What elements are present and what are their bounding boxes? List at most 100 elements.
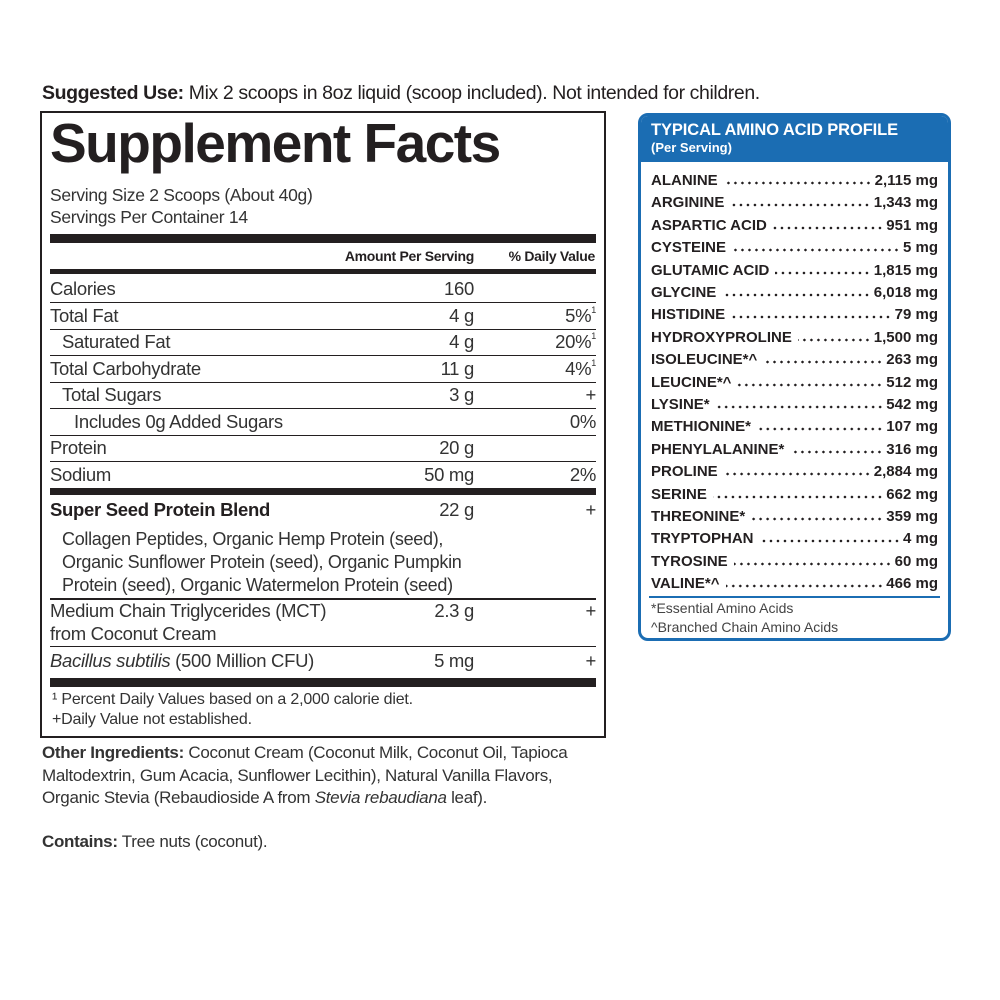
amino-value: 263 mg	[886, 351, 938, 369]
amino-value: 1,500 mg	[873, 328, 938, 346]
footnote: +Daily Value not established.	[52, 711, 252, 728]
amino-value: 6,018 mg	[873, 284, 938, 301]
divider	[50, 598, 596, 600]
divider-thick	[50, 234, 596, 243]
nutrient-name: Saturated Fat	[62, 331, 171, 352]
amino-value: 107 mg	[886, 418, 938, 436]
bacillus-name: Bacillus subtilis	[50, 650, 171, 671]
amino-value: 1,343 mg	[873, 194, 938, 212]
nutrient-row: Total Carbohydrate 11 g 4%1	[50, 356, 596, 383]
amino-row: METHIONINE* 107 mg	[651, 413, 938, 435]
dot-leader	[751, 517, 884, 521]
nutrient-name: Calories	[50, 278, 116, 299]
blend-row: Super Seed Protein Blend 22 g +	[50, 499, 596, 520]
amino-value: 542 mg	[886, 396, 938, 413]
dot-leader	[715, 405, 884, 409]
amino-name: GLYCINE	[651, 284, 717, 301]
amino-footnote: *Essential Amino Acids	[651, 600, 794, 616]
dot-leader	[797, 337, 871, 342]
amino-row: ALANINE 2,115 mg	[651, 167, 938, 189]
dot-leader	[730, 203, 871, 208]
amino-subtitle: (Per Serving)	[651, 140, 732, 155]
amino-row: VALINE*^ 466 mg	[651, 570, 938, 592]
dot-leader	[723, 472, 871, 477]
dot-leader	[732, 248, 900, 253]
dot-leader	[733, 561, 892, 566]
amino-name: HYDROXYPROLINE	[651, 328, 792, 346]
amino-value: 359 mg	[886, 508, 938, 525]
amino-value: 79 mg	[894, 306, 938, 324]
amino-row: LYSINE* 542 mg	[651, 391, 938, 413]
dot-leader	[722, 293, 871, 297]
suggested-use-text: Mix 2 scoops in 8oz liquid (scoop includ…	[183, 82, 760, 104]
dot-leader	[737, 382, 884, 387]
nutrient-dv: 5%1	[565, 304, 596, 326]
dot-leader	[772, 225, 884, 230]
bacillus-row: Bacillus subtilis (500 Million CFU) 5 mg…	[50, 650, 596, 671]
dot-leader	[759, 539, 900, 544]
amino-name: THREONINE*	[651, 508, 746, 525]
mct-name-1: Medium Chain Triglycerides (MCT)	[50, 600, 327, 621]
amino-row: ASPARTIC ACID 951 mg	[651, 212, 938, 234]
daily-value-header: % Daily Value	[508, 248, 596, 264]
nutrient-name: Total Fat	[50, 304, 119, 326]
amino-name: LEUCINE*^	[651, 373, 732, 391]
nutrient-dv: +	[585, 384, 596, 405]
nutrient-row: Includes 0g Added Sugars 0%	[50, 409, 596, 436]
amino-value: 316 mg	[886, 440, 938, 458]
nutrient-amount: 11 g	[440, 357, 475, 379]
mct-row: 2.3 g +	[50, 600, 596, 647]
footnote: ¹ Percent Daily Values based on a 2,000 …	[52, 691, 413, 708]
amino-header: TYPICAL AMINO ACID PROFILE (Per Serving)	[641, 116, 948, 162]
amino-name: TYROSINE	[651, 552, 728, 570]
divider-medium	[50, 269, 596, 274]
amino-value: 662 mg	[886, 485, 938, 503]
amino-value: 466 mg	[886, 575, 938, 593]
suggested-use: Suggested Use: Mix 2 scoops in 8oz liqui…	[42, 82, 760, 105]
nutrient-name: Sodium	[50, 463, 111, 485]
amino-row: LEUCINE*^ 512 mg	[651, 369, 938, 391]
divider	[649, 596, 940, 598]
amino-acid-profile-panel: TYPICAL AMINO ACID PROFILE (Per Serving)…	[638, 113, 951, 641]
amino-name: ISOLEUCINE*^	[651, 351, 758, 369]
nutrient-name: Protein	[50, 437, 107, 458]
amino-title: TYPICAL AMINO ACID PROFILE	[651, 121, 899, 139]
nutrient-amount: 3 g	[449, 384, 474, 405]
amino-name: SERINE	[651, 485, 707, 503]
nutrient-amount: 160	[444, 278, 474, 299]
amino-name: PHENYLALANINE*	[651, 440, 785, 458]
nutrient-amount: 4 g	[449, 304, 474, 326]
amino-value: 5 mg	[902, 239, 938, 257]
dot-leader	[731, 315, 892, 320]
panel-title: Supplement Facts	[50, 112, 501, 174]
amino-name: ALANINE	[651, 172, 718, 189]
nutrient-row: Sodium 50 mg 2%	[50, 462, 596, 488]
nutrient-row: Calories 160	[50, 276, 596, 303]
amino-row: PHENYLALANINE* 316 mg	[651, 436, 938, 458]
nutrient-dv: 0%	[569, 410, 596, 432]
dot-leader	[712, 494, 884, 499]
amino-name: METHIONINE*	[651, 418, 752, 436]
serving-size: Serving Size 2 Scoops (About 40g)	[50, 185, 313, 205]
nutrient-name: Total Sugars	[62, 384, 162, 405]
dot-leader	[775, 270, 871, 275]
nutrient-amount: 50 mg	[424, 463, 474, 485]
amino-row: CYSTEINE 5 mg	[651, 234, 938, 256]
amino-value: 60 mg	[894, 552, 938, 570]
amino-name: GLUTAMIC ACID	[651, 261, 770, 279]
dot-leader	[757, 427, 884, 432]
amino-row: SERINE 662 mg	[651, 481, 938, 503]
amino-row: ARGININE 1,343 mg	[651, 189, 938, 211]
nutrient-row: Total Fat 4 g 5%1	[50, 303, 596, 330]
amino-row: TRYPTOPHAN 4 mg	[651, 525, 938, 547]
blend-ingredients-line: Protein (seed), Organic Watermelon Prote…	[62, 575, 453, 595]
nutrient-row: Total Sugars 3 g +	[50, 382, 596, 409]
amino-row: HISTIDINE 79 mg	[651, 301, 938, 323]
blend-ingredients-line: Collagen Peptides, Organic Hemp Protein …	[62, 529, 444, 549]
dot-leader	[723, 181, 872, 185]
divider-thick	[50, 488, 596, 495]
nutrient-dv: 2%	[569, 463, 596, 485]
amino-row: THREONINE* 359 mg	[651, 503, 938, 525]
nutrient-dv: 20%1	[555, 331, 596, 352]
amino-value: 512 mg	[886, 373, 938, 391]
